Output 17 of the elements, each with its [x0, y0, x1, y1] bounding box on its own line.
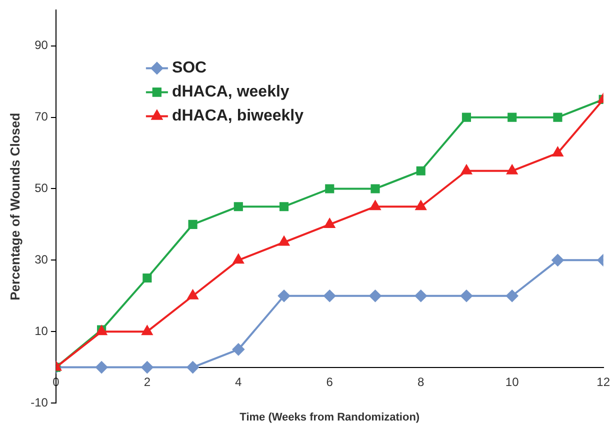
y-tick-label: 70 [34, 110, 48, 124]
y-tick-label: 30 [34, 252, 48, 266]
x-axis-title: Time (Weeks from Randomization) [240, 412, 420, 424]
x-tick-label: 8 [418, 374, 425, 389]
x-tick-label: 6 [326, 374, 334, 389]
x-tick-label: 10 [505, 374, 520, 389]
y-tick-label: -10 [30, 395, 48, 410]
legend-label: SOC [172, 60, 208, 77]
y-tick-label: 50 [34, 181, 48, 196]
x-tick-label: 12 [596, 374, 610, 389]
y-tick-label: 10 [34, 324, 48, 338]
y-axis-title: Percentage of Wounds Closed [7, 112, 22, 300]
x-tick-label: 4 [235, 374, 242, 389]
y-tick-label: 90 [34, 38, 48, 52]
x-tick-label: 2 [144, 374, 151, 389]
legend-label: dHACA, biweekly [172, 108, 304, 125]
legend-label: dHACA, weekly [172, 84, 290, 101]
